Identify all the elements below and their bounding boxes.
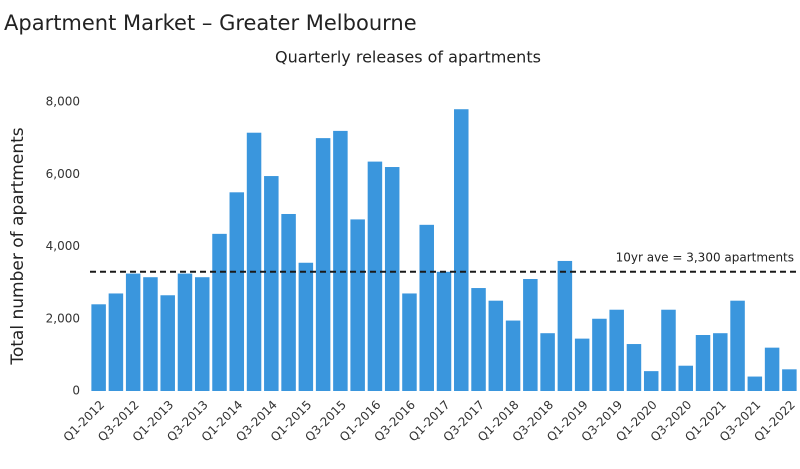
bar bbox=[384, 167, 400, 391]
bar bbox=[315, 138, 331, 391]
bar bbox=[695, 335, 711, 391]
bar bbox=[436, 271, 452, 391]
bar bbox=[678, 365, 694, 391]
bar bbox=[505, 320, 521, 391]
bar bbox=[298, 262, 314, 391]
bar bbox=[125, 273, 141, 391]
bar bbox=[194, 277, 210, 391]
bar bbox=[367, 161, 383, 391]
bar bbox=[419, 224, 434, 391]
bar bbox=[350, 219, 365, 391]
bar bbox=[574, 338, 590, 391]
bar bbox=[609, 309, 624, 391]
bar bbox=[523, 279, 538, 391]
bar bbox=[246, 132, 262, 392]
bar bbox=[488, 300, 504, 391]
bar bbox=[264, 176, 279, 391]
bar bbox=[661, 309, 676, 391]
y-tick-label: 2,000 bbox=[46, 311, 80, 325]
bar bbox=[713, 333, 728, 391]
bar bbox=[764, 347, 780, 391]
bar bbox=[626, 344, 642, 391]
y-tick-label: 8,000 bbox=[46, 95, 80, 109]
bar bbox=[402, 293, 417, 391]
bar bbox=[471, 288, 486, 391]
y-tick-label: 4,000 bbox=[46, 239, 80, 253]
chart-title: Apartment Market – Greater Melbourne bbox=[4, 11, 417, 35]
bar bbox=[540, 333, 555, 391]
bar bbox=[143, 277, 158, 391]
bar bbox=[229, 192, 245, 391]
bar bbox=[177, 273, 193, 391]
chart-subtitle: Quarterly releases of apartments bbox=[275, 48, 541, 67]
bar bbox=[454, 109, 469, 391]
bar bbox=[747, 376, 763, 391]
bar bbox=[160, 295, 175, 391]
y-tick-label: 6,000 bbox=[46, 167, 80, 181]
bar bbox=[281, 213, 296, 391]
bar bbox=[643, 371, 659, 391]
bar bbox=[592, 318, 607, 391]
bar bbox=[108, 293, 124, 391]
bar bbox=[91, 304, 106, 391]
y-axis-label: Total number of apartments bbox=[8, 127, 28, 365]
bar bbox=[212, 233, 227, 391]
bar bbox=[782, 369, 797, 391]
bar bbox=[557, 260, 573, 391]
bar bbox=[730, 300, 745, 391]
reference-label: 10yr ave = 3,300 apartments bbox=[616, 250, 794, 264]
bar bbox=[333, 130, 348, 391]
y-tick-label: 0 bbox=[72, 384, 80, 398]
